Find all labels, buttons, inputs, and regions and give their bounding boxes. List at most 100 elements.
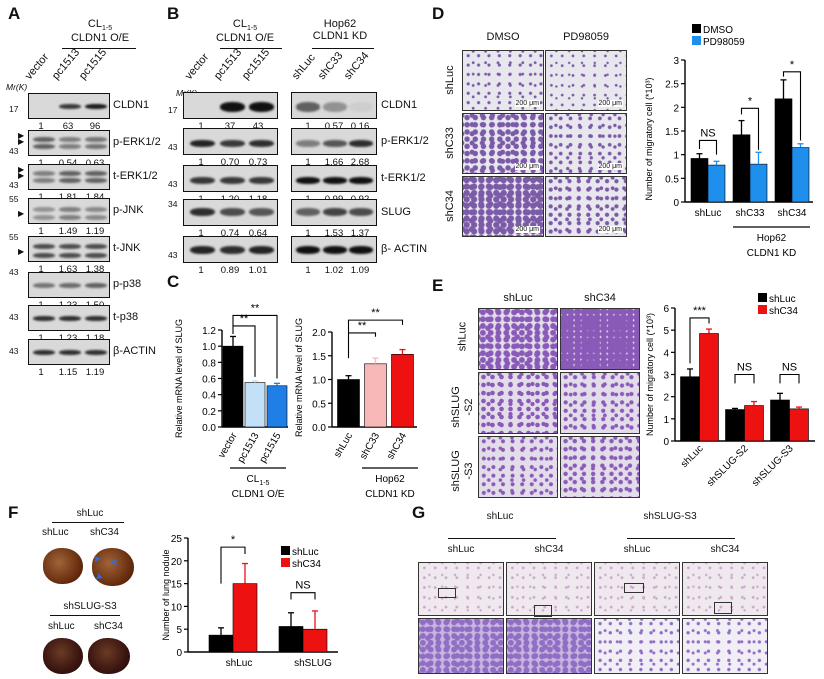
quantification-value: 0.70 (220, 157, 240, 168)
protein-label: p-ERK1/2 (381, 135, 429, 147)
y-tick-label: 6 (663, 304, 669, 315)
bar (690, 158, 709, 203)
legend-label: DMSO (703, 25, 733, 36)
protein-band (249, 177, 274, 185)
protein-band (85, 171, 107, 176)
arrowhead-icon: ▶ (18, 164, 25, 174)
y-tick-label: 1 (673, 151, 679, 162)
lung-label: shC34 (94, 621, 123, 632)
header-condition: CLDN1 O/E (70, 32, 130, 45)
protein-band (296, 245, 320, 254)
quantification-value: 1 (26, 192, 56, 203)
x-tick-label: shSLUG-S2 (705, 443, 751, 489)
significance-bracket (220, 546, 246, 584)
micrograph-image (594, 562, 680, 616)
arrowhead-icon: ➤ (93, 554, 102, 565)
significance-label: NS (782, 362, 797, 374)
scale-bar-label: 200 μm (514, 163, 540, 170)
mw-marker: 43 (168, 179, 178, 189)
y-tick-label: 0.5 (665, 174, 679, 185)
micrograph-image: 200 μm (462, 176, 544, 237)
group-label: CLDN1 KD (747, 248, 796, 259)
quantification-value: 1 (38, 367, 44, 378)
scale-bar-label: 200 μm (597, 226, 623, 233)
quantification-value: 37 (224, 121, 236, 132)
header-condition: CLDN1 O/E (215, 32, 275, 45)
lane-label: pc1515 (239, 46, 273, 82)
micrograph-image (506, 562, 592, 616)
significance-label: ** (251, 302, 260, 314)
group-label: CLDN1 KD (365, 489, 414, 500)
protein-band (33, 282, 55, 288)
protein-label: t-ERK1/2 (381, 172, 426, 184)
panel-label-d: D (432, 4, 445, 23)
quantification-value: 1.02 (324, 265, 344, 276)
quantification-value: 1.84 (80, 192, 110, 203)
protein-band (349, 245, 373, 254)
protein-band (33, 207, 55, 213)
panel-b-right-header: Hop62 CLDN1 KD (300, 18, 380, 42)
quantification-value: 0.74 (220, 228, 240, 239)
lane-label: pc1513 (211, 46, 245, 82)
bar (208, 634, 234, 653)
column-label: shC34 (534, 544, 564, 555)
group-line (312, 48, 374, 50)
y-axis-label: Number of migratory cell (*10³) (645, 313, 655, 436)
protein-label: t-JNK (113, 242, 141, 254)
y-tick-label: 5 (176, 625, 182, 636)
quantification-value: 0.57 (324, 121, 344, 132)
protein-band (85, 349, 107, 355)
bar (707, 164, 726, 203)
protein-band (59, 103, 81, 109)
lane-label: vector (182, 51, 212, 82)
quantification-value: 1.37 (350, 228, 370, 239)
quantification-value: 1 (305, 228, 311, 239)
protein-band (85, 207, 107, 213)
protein-band (85, 137, 107, 142)
protein-band (33, 315, 55, 321)
lung-image (43, 548, 83, 584)
lung-image (43, 638, 83, 674)
protein-band (33, 178, 55, 184)
y-tick-label: 0 (673, 198, 679, 209)
western-blot (183, 128, 278, 155)
significance-bracket (689, 317, 710, 364)
quantification-value: 0.89 (220, 265, 240, 276)
y-tick-label: 5 (663, 326, 669, 337)
protein-band (349, 177, 373, 185)
micrograph-image: 200 μm (545, 50, 627, 111)
protein-band (59, 207, 81, 213)
protein-band (296, 177, 320, 185)
protein-band (59, 171, 81, 176)
y-tick-label: 20 (171, 557, 183, 568)
chart-e: 0 1 2 3 4 5 6 Number of migratory cell (*10³) sh… (645, 293, 815, 489)
quantification-value: 0.63 (80, 158, 110, 169)
zoom-region-box (534, 605, 552, 617)
header-cell-sub: 1-5 (101, 25, 113, 33)
y-tick-label: 2.0 (312, 328, 326, 339)
protein-band (296, 140, 320, 148)
mw-marker: 34 (168, 199, 178, 209)
row-label-line: -S3 (463, 462, 475, 480)
bar (770, 399, 790, 442)
quantification-value: 1.19 (85, 226, 105, 237)
protein-band (249, 207, 274, 216)
x-tick-label: shSLUG (294, 658, 332, 669)
y-tick-label: 1.0 (202, 342, 216, 353)
y-tick-label: 0.8 (202, 358, 216, 369)
group-line (448, 538, 556, 540)
row-label: shLuc (444, 65, 456, 95)
panel-b-left-header: CL1-5 CLDN1 O/E (200, 18, 290, 44)
header-cell-sub: 1-5 (246, 25, 258, 33)
western-blot (183, 92, 278, 119)
x-tick-label: shSLUG-S3 (750, 443, 796, 489)
quantification-value: 1 (26, 158, 56, 169)
significance-label: NS (737, 362, 752, 374)
scale-bar-label: 200 μm (597, 163, 623, 170)
bar (791, 147, 810, 203)
mw-marker: 55 (9, 194, 19, 205)
protein-label: β- ACTIN (381, 243, 428, 255)
column-label: shC34 (584, 292, 616, 304)
protein-band (249, 245, 274, 254)
